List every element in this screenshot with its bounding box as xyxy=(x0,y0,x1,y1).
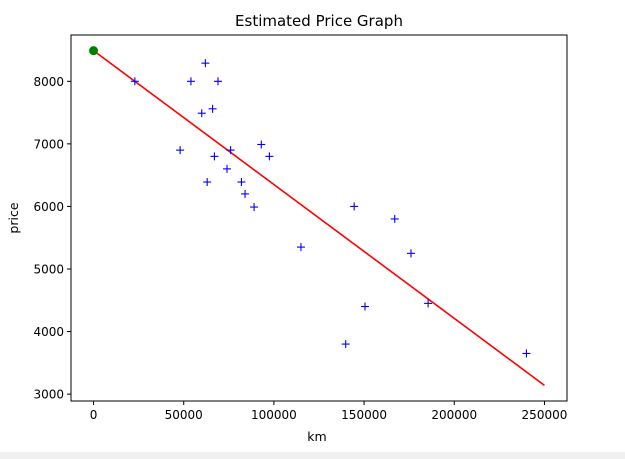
x-tick-label: 150000 xyxy=(341,408,387,422)
data-point xyxy=(522,349,531,358)
x-axis-label: km xyxy=(307,429,326,444)
x-tick-label: 50000 xyxy=(165,408,203,422)
regression-line xyxy=(93,49,545,387)
data-point xyxy=(237,178,246,187)
y-tick-label: 3000 xyxy=(33,388,64,402)
data-point xyxy=(424,299,433,308)
y-tick-label: 7000 xyxy=(33,137,64,151)
window-bottom-edge xyxy=(0,452,625,459)
data-point xyxy=(296,243,305,252)
data-point xyxy=(203,178,212,187)
data-point xyxy=(176,146,185,155)
data-point xyxy=(226,146,235,155)
x-tick-label: 100000 xyxy=(251,408,297,422)
y-axis-ticks: 3000 4000 5000 6000 7000 8000 xyxy=(33,75,71,402)
x-tick-label: 200000 xyxy=(431,408,477,422)
y-tick-label: 5000 xyxy=(33,262,64,276)
x-tick-label: 250000 xyxy=(522,408,568,422)
y-tick-label: 8000 xyxy=(33,75,64,89)
data-point xyxy=(241,189,250,198)
data-point xyxy=(210,152,219,161)
chart-title: Estimated Price Graph xyxy=(235,12,403,30)
x-axis-ticks: 0 50000 100000 150000 200000 250000 xyxy=(90,401,568,422)
data-point xyxy=(257,140,266,149)
data-point xyxy=(406,249,415,258)
data-point xyxy=(213,77,222,86)
data-point xyxy=(390,214,399,223)
data-point xyxy=(265,152,274,161)
data-point xyxy=(350,202,359,211)
data-point xyxy=(130,77,139,86)
y-axis-label: price xyxy=(6,202,21,233)
data-point xyxy=(186,77,195,86)
y-tick-label: 6000 xyxy=(33,200,64,214)
series-layer xyxy=(89,46,545,387)
x-tick-label: 0 xyxy=(90,408,98,422)
data-point xyxy=(208,104,217,113)
data-point xyxy=(201,59,210,68)
y-tick-label: 4000 xyxy=(33,325,64,339)
data-point xyxy=(197,109,206,118)
data-point xyxy=(341,340,350,349)
data-point xyxy=(223,164,232,173)
data-point xyxy=(250,203,259,212)
intercept-point xyxy=(89,46,99,56)
data-point xyxy=(360,302,369,311)
